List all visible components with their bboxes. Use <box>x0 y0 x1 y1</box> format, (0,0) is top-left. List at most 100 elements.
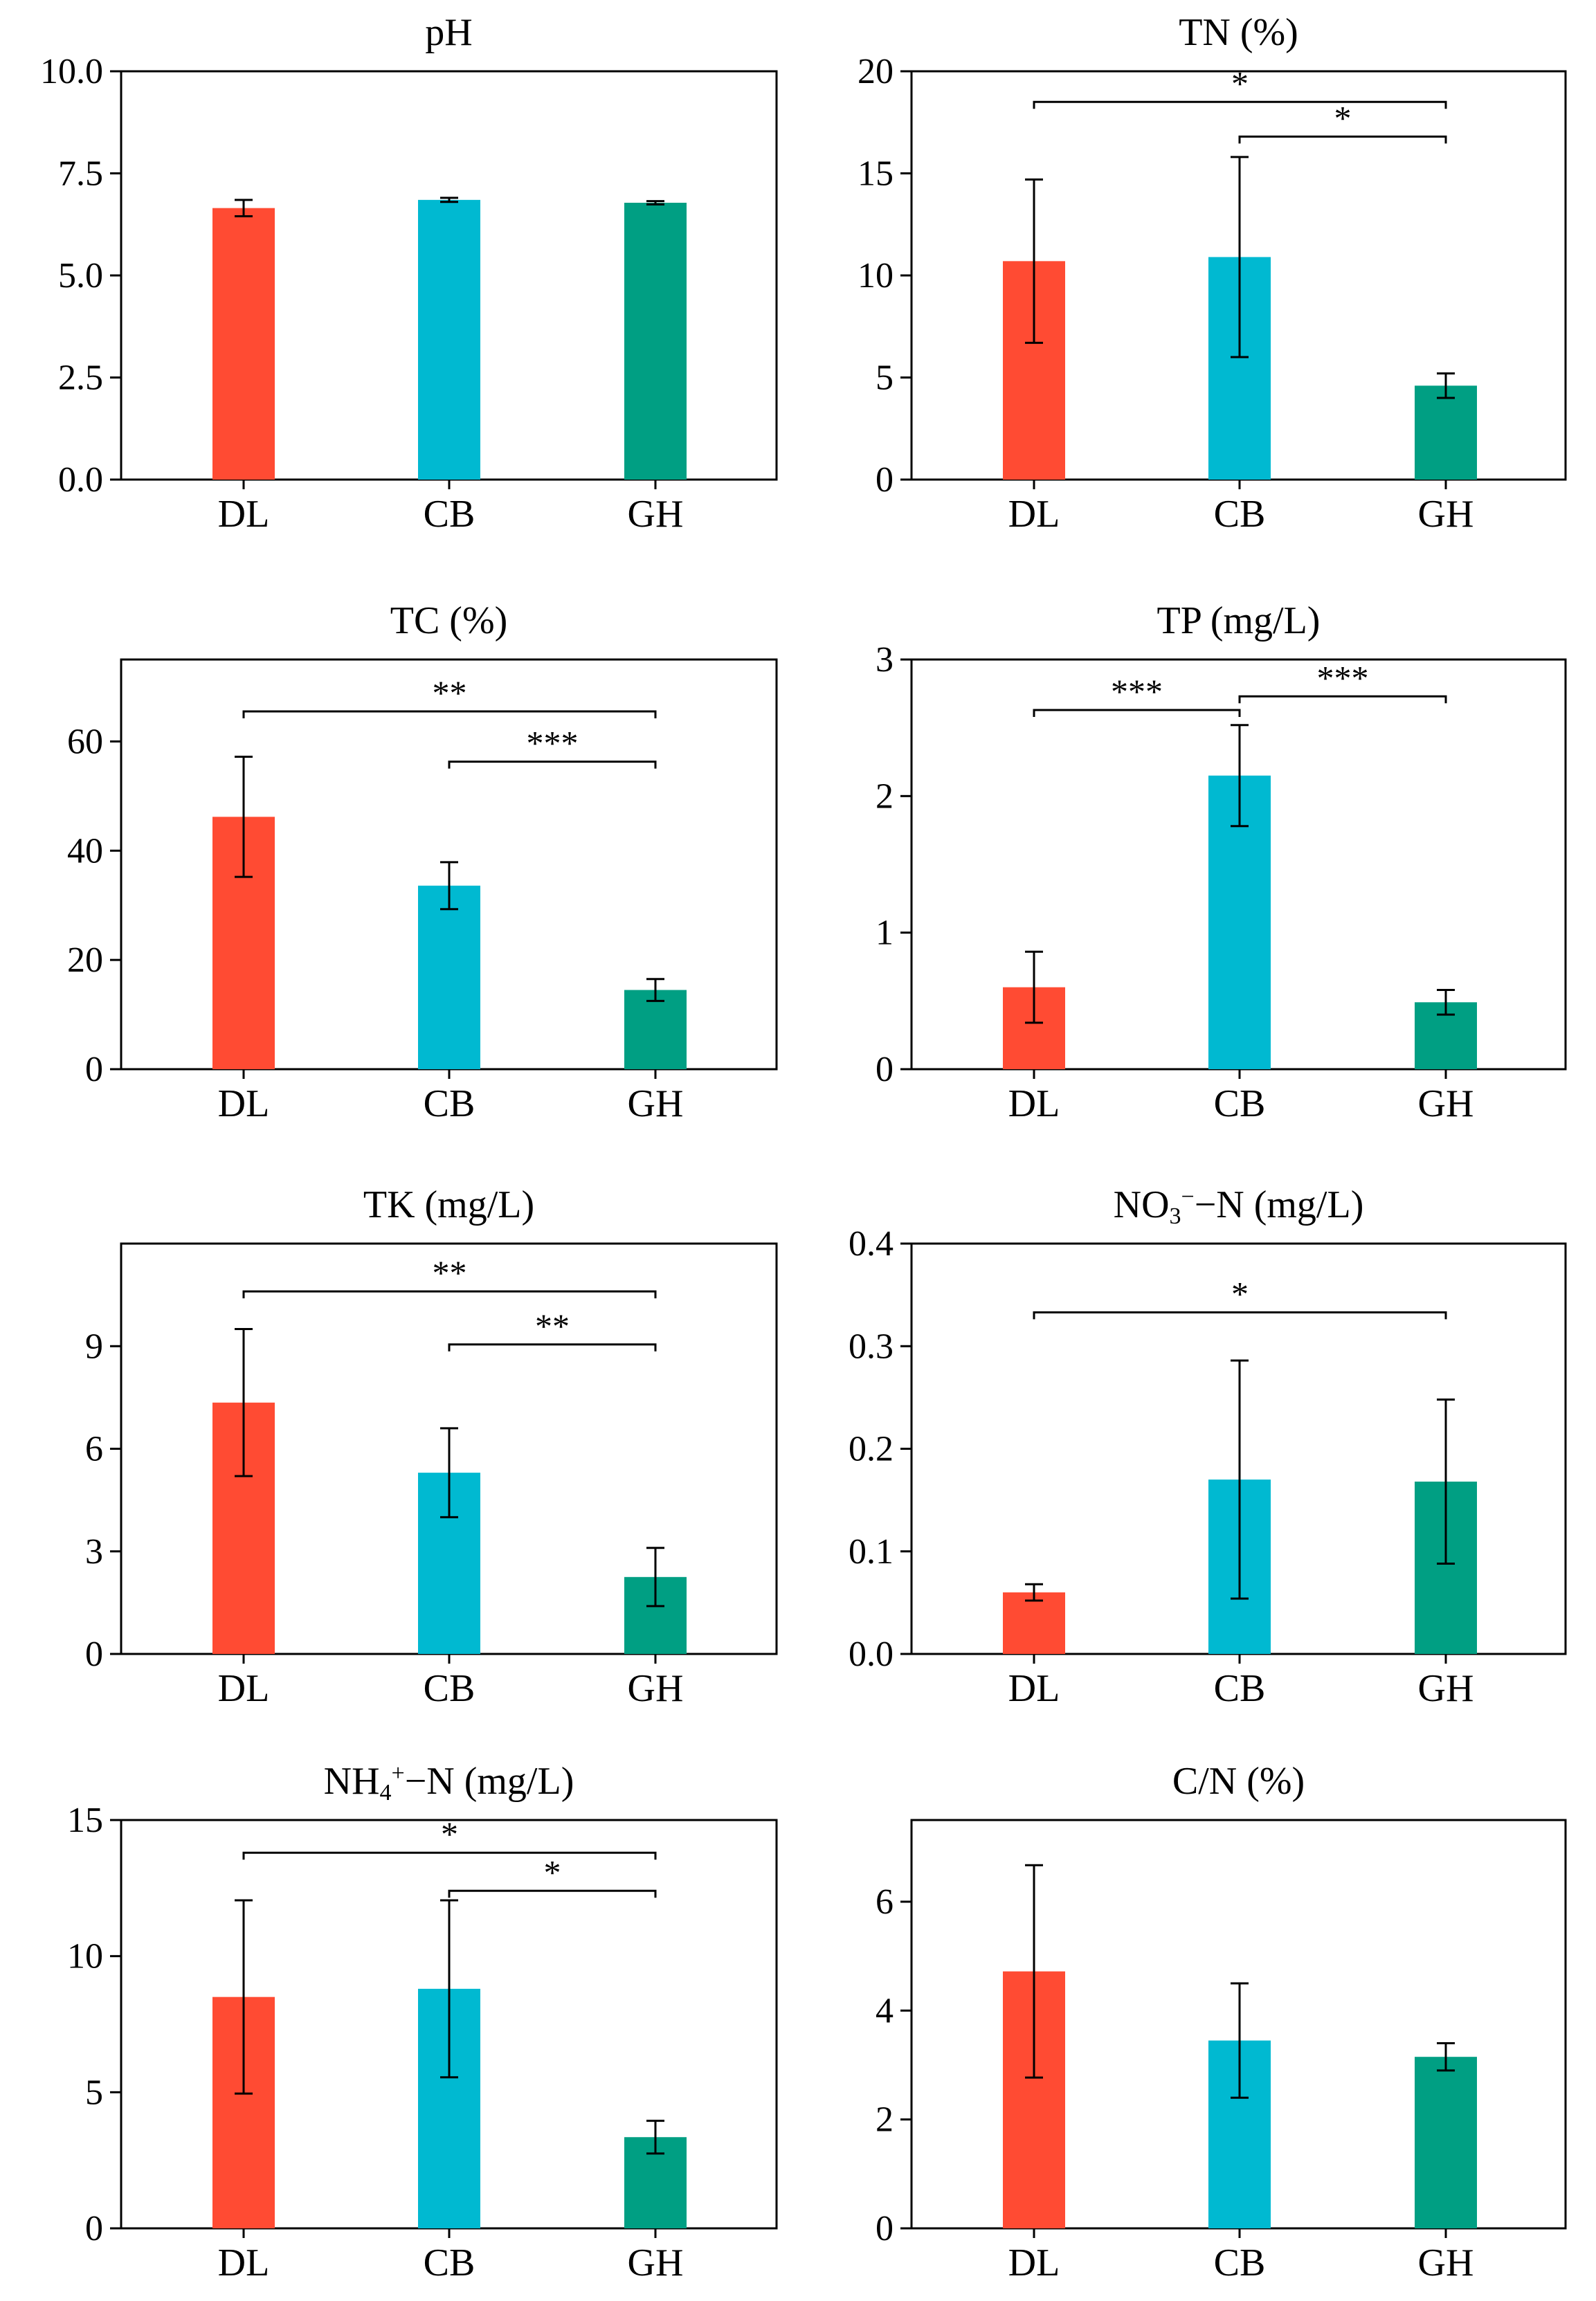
y-tick-label: 0.3 <box>849 1327 894 1366</box>
x-tick-label: CB <box>1214 1082 1266 1125</box>
significance-bracket <box>242 1290 657 1299</box>
significance-label: *** <box>527 724 579 763</box>
x-tick-label: GH <box>628 2241 684 2284</box>
significance-label: * <box>1231 64 1249 102</box>
x-tick-label: DL <box>218 1667 270 1710</box>
y-tick-label: 5 <box>876 358 894 398</box>
x-tick-label: CB <box>1214 1667 1266 1710</box>
bar-gh <box>1415 385 1477 480</box>
panel-8: C/N (%) 0 2 4 6 DL CB GH <box>876 1760 1567 2284</box>
panel-title: pH <box>425 11 472 54</box>
y-tick-label: 2 <box>876 2100 894 2140</box>
significance-bracket <box>448 1889 657 1898</box>
y-tick-label: 0 <box>85 1050 103 1089</box>
y-tick-label: 5.0 <box>58 256 103 295</box>
x-tick-label: DL <box>1008 1082 1060 1125</box>
y-tick-label: 3 <box>876 640 894 680</box>
y-tick-label: 0 <box>876 2209 894 2248</box>
x-tick-label: CB <box>424 1667 475 1710</box>
y-tick-label: 10 <box>858 256 894 295</box>
y-tick-label: 0.0 <box>58 460 103 500</box>
panel-title: TK (mg/L) <box>363 1183 534 1226</box>
x-tick-label: DL <box>1008 1667 1060 1710</box>
y-tick-label: 0.1 <box>849 1532 894 1572</box>
y-tick-label: 0 <box>876 460 894 500</box>
panel-title: TP (mg/L) <box>1157 599 1321 642</box>
panel-1: pH 0.0 2.5 5.0 7.5 10.0 DL CB GH <box>40 11 778 536</box>
y-tick-label: 9 <box>85 1327 103 1366</box>
y-tick-label: 15 <box>858 154 894 194</box>
y-tick-label: 5 <box>85 2073 103 2112</box>
panel-2: TN (%) 0 5 10 15 20 DL CB GH * * <box>858 11 1567 536</box>
x-tick-label: GH <box>1418 2241 1474 2284</box>
panel-title: TN (%) <box>1179 11 1298 54</box>
x-tick-label: GH <box>628 1082 684 1125</box>
panel-6: NO3−−N (mg/L) 0.0 0.1 0.2 0.3 0.4 DL CB GH * <box>849 1183 1567 1710</box>
panel-title: NH4+−N (mg/L) <box>324 1760 574 1806</box>
x-tick-label: GH <box>628 1667 684 1710</box>
x-tick-label: DL <box>218 1082 270 1125</box>
y-tick-label: 1 <box>876 913 894 953</box>
panel-4: TP (mg/L) 0 1 2 3 DL CB GH *** *** <box>876 599 1567 1125</box>
y-tick-label: 0 <box>876 1050 894 1089</box>
significance-label: *** <box>1111 672 1163 711</box>
bar-cb <box>418 199 480 480</box>
y-tick-label: 10.0 <box>40 52 103 91</box>
bar-dl <box>1003 1592 1065 1654</box>
y-tick-label: 6 <box>876 1882 894 1922</box>
y-tick-label: 2.5 <box>58 358 103 398</box>
significance-label: *** <box>1317 658 1369 697</box>
y-tick-label: 0.4 <box>849 1224 894 1264</box>
x-tick-label: DL <box>1008 2241 1060 2284</box>
y-tick-label: 0 <box>85 1635 103 1674</box>
significance-label: ** <box>433 1253 467 1292</box>
significance-label: * <box>544 1853 561 1891</box>
significance-bracket <box>1033 100 1447 109</box>
significance-label: * <box>441 1815 458 1853</box>
significance-bracket <box>1238 695 1447 704</box>
y-tick-label: 20 <box>858 52 894 91</box>
y-tick-label: 7.5 <box>58 154 103 194</box>
y-tick-label: 10 <box>67 1937 103 1976</box>
panel-7: NH4+−N (mg/L) 0 5 10 15 DL CB GH * * <box>67 1760 778 2284</box>
panel-title: NO3−−N (mg/L) <box>1114 1183 1364 1229</box>
x-tick-label: CB <box>1214 2241 1266 2284</box>
x-tick-label: GH <box>628 493 684 536</box>
significance-bracket <box>242 1851 657 1860</box>
significance-label: ** <box>433 673 467 712</box>
y-tick-label: 6 <box>85 1430 103 1469</box>
x-tick-label: GH <box>1418 1082 1474 1125</box>
y-tick-label: 40 <box>67 831 103 871</box>
bar-gh <box>624 990 687 1069</box>
bar-cb <box>418 885 480 1069</box>
x-tick-label: CB <box>424 2241 475 2284</box>
significance-label: * <box>1334 98 1352 137</box>
x-tick-label: DL <box>218 2241 270 2284</box>
x-tick-label: GH <box>1418 1667 1474 1710</box>
panel-title: C/N (%) <box>1172 1760 1305 1803</box>
y-tick-label: 20 <box>67 940 103 980</box>
panel-5: TK (mg/L) 0 3 6 9 DL CB GH ** ** <box>85 1183 778 1710</box>
x-tick-label: CB <box>1214 493 1266 536</box>
significance-bracket <box>1033 1311 1447 1320</box>
significance-label: * <box>1231 1274 1249 1313</box>
bar-dl <box>212 208 275 480</box>
y-tick-label: 0.0 <box>849 1635 894 1674</box>
y-tick-label: 0.2 <box>849 1430 894 1469</box>
y-tick-label: 15 <box>67 1801 103 1840</box>
significance-bracket <box>242 710 657 718</box>
x-tick-label: GH <box>1418 493 1474 536</box>
significance-label: ** <box>535 1307 570 1345</box>
panel-title: TC (%) <box>390 599 508 642</box>
y-tick-label: 0 <box>85 2209 103 2248</box>
y-tick-label: 60 <box>67 722 103 761</box>
y-tick-label: 4 <box>876 1991 894 2030</box>
y-tick-label: 3 <box>85 1532 103 1572</box>
x-tick-label: DL <box>1008 493 1060 536</box>
significance-bracket <box>1033 709 1241 718</box>
bar-gh <box>624 202 687 480</box>
significance-bracket <box>448 1343 657 1352</box>
bar-gh <box>1415 2057 1477 2228</box>
x-tick-label: CB <box>424 493 475 536</box>
significance-bracket <box>448 761 657 769</box>
